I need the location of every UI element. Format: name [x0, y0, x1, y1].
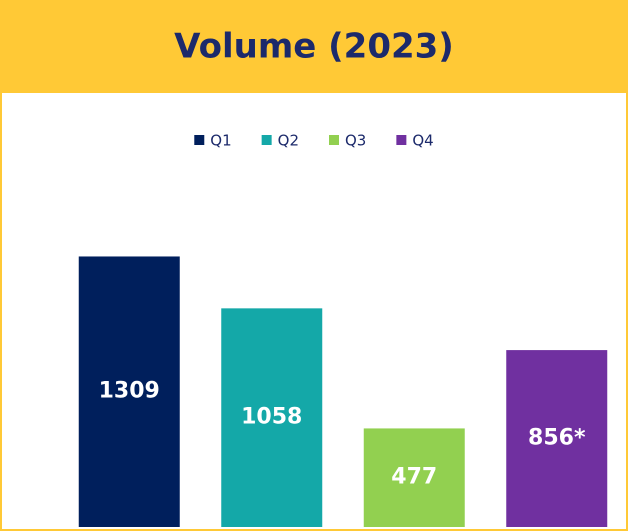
chart-title: Volume (2023): [174, 27, 454, 67]
legend-text: Q3: [345, 132, 366, 150]
legend-text: Q1: [210, 132, 231, 150]
bar: [221, 308, 323, 527]
value-label: 856*: [528, 426, 586, 451]
legend-swatch: [261, 135, 272, 145]
legend-text: Q4: [412, 132, 433, 150]
bar: [363, 428, 465, 527]
legend-swatch: [329, 135, 339, 145]
value-label: 1309: [99, 379, 160, 404]
legend-text: Q2: [278, 132, 299, 150]
bar: [78, 256, 180, 527]
frame: [0, 91, 628, 531]
value-label: 1058: [241, 405, 302, 430]
title-band: [0, 0, 628, 92]
legend-swatch: [396, 135, 407, 145]
legend-swatch: [194, 135, 205, 145]
value-label: 477: [391, 465, 437, 490]
bar: [506, 350, 608, 527]
